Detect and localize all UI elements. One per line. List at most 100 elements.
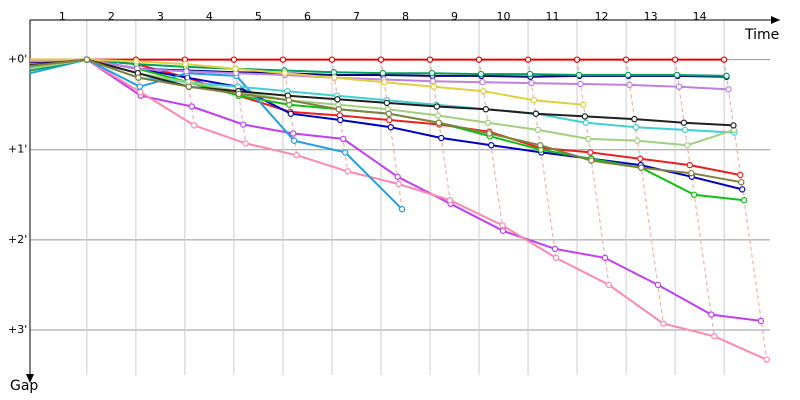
data-point: [340, 135, 347, 143]
data-point: [328, 56, 336, 63]
data-point: [688, 169, 695, 177]
data-point: [499, 222, 506, 229]
data-point: [720, 56, 728, 63]
x-tick-label: 13: [644, 10, 658, 23]
data-point: [585, 135, 592, 143]
data-point: [381, 78, 388, 86]
data-point: [638, 164, 645, 171]
data-point: [573, 56, 581, 63]
data-point: [534, 126, 542, 134]
data-point: [83, 56, 91, 63]
data-point: [737, 171, 744, 179]
x-tick-label: 10: [497, 10, 511, 23]
x-tick-label: 7: [353, 10, 360, 23]
data-point: [739, 186, 746, 193]
y-tick-label: +1': [8, 143, 27, 156]
data-point: [291, 137, 298, 144]
data-point: [341, 149, 349, 156]
y-tick-label: +0': [8, 53, 27, 66]
data-point: [654, 281, 662, 289]
data-point: [673, 71, 681, 79]
data-point: [232, 65, 239, 72]
lap-connector: [674, 59, 715, 337]
data-point: [691, 191, 698, 198]
data-point: [551, 245, 559, 253]
data-point: [430, 83, 438, 90]
x-tick-label: 11: [546, 10, 560, 23]
data-point: [281, 69, 289, 77]
data-point: [575, 71, 583, 79]
data-point: [488, 142, 495, 149]
data-point: [331, 74, 338, 81]
data-point: [335, 106, 343, 113]
data-point: [480, 87, 487, 95]
data-point: [191, 122, 198, 129]
data-point: [684, 142, 691, 149]
data-point: [708, 311, 715, 318]
data-point: [477, 70, 485, 78]
data-point: [482, 106, 490, 113]
data-point: [426, 56, 434, 63]
data-point: [385, 110, 393, 117]
data-point: [344, 168, 351, 175]
x-tick-label: 4: [206, 10, 213, 23]
data-point: [428, 69, 436, 77]
data-point: [632, 124, 640, 131]
data-point: [624, 71, 632, 79]
data-point: [637, 155, 644, 162]
data-point: [475, 56, 483, 63]
data-point: [532, 110, 540, 117]
data-point: [537, 142, 544, 149]
data-point: [524, 56, 532, 63]
series-line: [29, 58, 762, 322]
data-point: [235, 90, 243, 98]
data-point: [763, 356, 770, 363]
data-point: [526, 70, 534, 78]
y-axis-label: Gap: [10, 378, 38, 394]
data-point: [681, 126, 689, 134]
data-point: [293, 151, 300, 159]
data-point: [723, 72, 730, 80]
data-point: [675, 83, 683, 90]
data-point: [530, 96, 538, 104]
x-axis-arrow: [771, 16, 780, 24]
data-point: [377, 56, 385, 63]
x-tick-label: 2: [108, 10, 115, 23]
data-point: [725, 86, 732, 93]
data-point: [395, 180, 402, 188]
data-point: [581, 113, 589, 120]
data-point: [135, 74, 142, 81]
data-point: [133, 58, 140, 65]
data-point: [188, 103, 195, 110]
x-axis-label: Time: [744, 27, 779, 43]
data-point: [499, 227, 507, 235]
data-point: [582, 119, 590, 126]
data-point: [738, 178, 745, 186]
data-point: [334, 96, 341, 103]
data-point: [528, 79, 535, 87]
x-tick-label: 1: [59, 10, 66, 23]
data-point: [330, 69, 338, 76]
data-point: [741, 197, 748, 204]
data-point: [279, 56, 287, 63]
data-point: [182, 60, 189, 68]
data-point: [552, 254, 560, 262]
data-point: [680, 119, 688, 126]
x-tick-label: 6: [304, 10, 311, 23]
y-tick-label: +3': [8, 323, 27, 336]
data-point: [601, 254, 609, 262]
data-point: [429, 78, 437, 85]
series-line: [29, 58, 403, 210]
data-point: [434, 112, 442, 119]
data-point: [626, 81, 633, 89]
x-tick-label: 5: [255, 10, 262, 23]
series-line: [30, 58, 584, 106]
data-point: [433, 103, 441, 110]
data-point: [622, 56, 630, 63]
lap-connector: [527, 59, 557, 258]
data-point: [185, 83, 193, 90]
data-point: [757, 317, 765, 325]
data-point: [711, 333, 718, 340]
data-point: [398, 206, 406, 213]
